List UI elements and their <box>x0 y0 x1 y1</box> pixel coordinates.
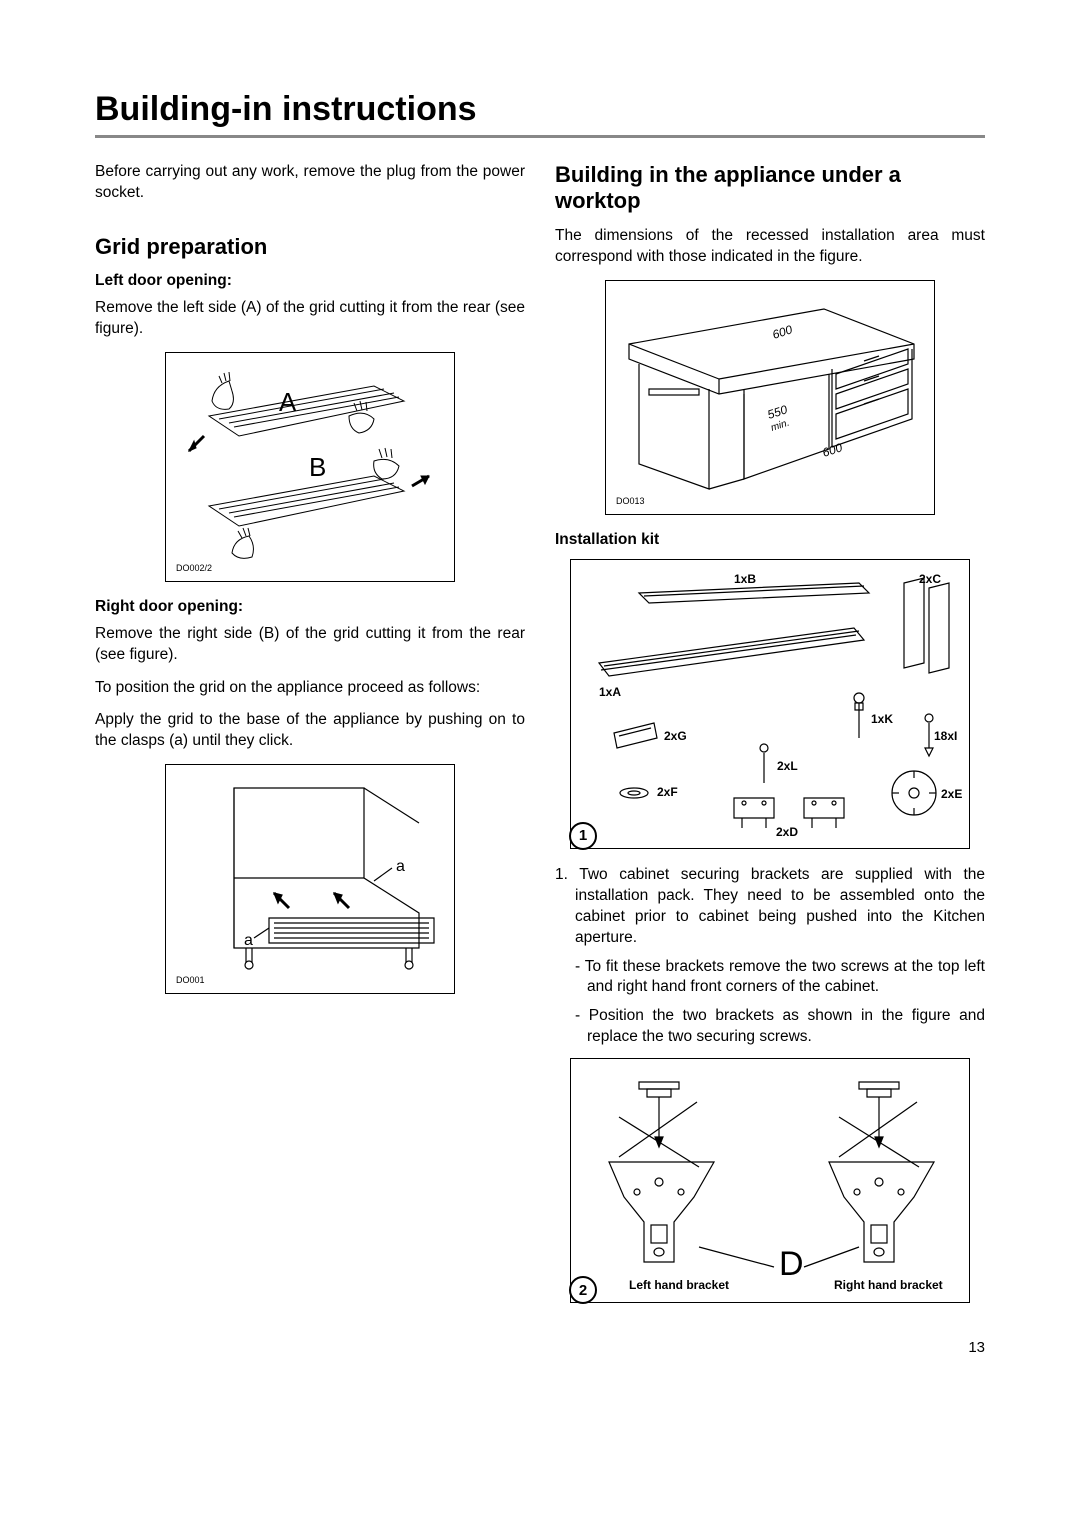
figure-brackets: D Left hand bracket Right hand bracket 2 <box>555 1058 985 1303</box>
worktop-diagram: 600 550 min. 600 <box>614 289 928 508</box>
figure-appliance-base: a a DO001 <box>95 764 525 994</box>
kit-k-label: 1xK <box>871 712 893 726</box>
label-a: A <box>279 387 297 417</box>
left-column: Before carrying out any work, remove the… <box>95 162 525 1319</box>
right-column: Building in the appliance under a workto… <box>555 162 985 1319</box>
figure-code: DO002/2 <box>176 563 212 573</box>
dim-600b: 600 <box>821 440 845 460</box>
label-a2: a <box>244 932 253 949</box>
page-number: 13 <box>95 1339 985 1356</box>
right-door-text2: To position the grid on the appliance pr… <box>95 678 525 699</box>
kit-diagram: 1xB 2xC 1xA 2xG 1xK 18xI 2xF 2xL 2xD 2xE <box>579 568 963 842</box>
kit-d-label: 2xD <box>776 825 798 839</box>
label-d: D <box>779 1245 804 1283</box>
left-door-text: Remove the left side (A) of the grid cut… <box>95 298 525 340</box>
kit-i-label: 18xI <box>934 729 957 743</box>
label-b: B <box>309 452 326 482</box>
kit-l-label: 2xL <box>777 759 798 773</box>
building-in-heading: Building in the appliance under a workto… <box>555 162 985 214</box>
two-column-layout: Before carrying out any work, remove the… <box>95 162 985 1319</box>
label-a1: a <box>396 858 405 875</box>
appliance-base-diagram: a a <box>174 773 448 987</box>
left-bracket-label: Left hand bracket <box>629 1278 729 1292</box>
step-number-2: 2 <box>569 1276 597 1304</box>
right-bracket-label: Right hand bracket <box>834 1278 943 1292</box>
step-number-1: 1 <box>569 822 597 850</box>
figure-code: DO001 <box>176 975 205 985</box>
right-door-text3: Apply the grid to the base of the applia… <box>95 710 525 752</box>
figure-installation-kit: 1xB 2xC 1xA 2xG 1xK 18xI 2xF 2xL 2xD 2xE… <box>555 559 985 849</box>
right-door-text1: Remove the right side (B) of the grid cu… <box>95 624 525 666</box>
installation-kit-heading: Installation kit <box>555 531 985 549</box>
figure-code: DO013 <box>616 496 645 506</box>
step1-text: 1. Two cabinet securing brackets are sup… <box>555 865 985 949</box>
figure-worktop-dimensions: 600 550 min. 600 DO013 <box>555 280 985 515</box>
building-in-intro: The dimensions of the recessed installat… <box>555 226 985 268</box>
kit-b-label: 1xB <box>734 572 756 586</box>
kit-a-label: 1xA <box>599 685 621 699</box>
intro-paragraph: Before carrying out any work, remove the… <box>95 162 525 204</box>
grid-ab-diagram: A B <box>174 361 448 575</box>
dim-600a: 600 <box>771 322 795 342</box>
brackets-diagram: D Left hand bracket Right hand bracket <box>579 1067 963 1296</box>
left-door-heading: Left door opening: <box>95 272 525 290</box>
kit-g-label: 2xG <box>664 729 687 743</box>
step1-sub2: - Position the two brackets as shown in … <box>555 1006 985 1048</box>
kit-f-label: 2xF <box>657 785 678 799</box>
right-door-heading: Right door opening: <box>95 598 525 616</box>
grid-preparation-heading: Grid preparation <box>95 234 525 260</box>
page-title: Building-in instructions <box>95 90 985 138</box>
figure-grid-ab: A B DO002/2 <box>95 352 525 582</box>
step1-sub1: - To fit these brackets remove the two s… <box>555 957 985 999</box>
kit-c-label: 2xC <box>919 572 941 586</box>
kit-e-label: 2xE <box>941 787 962 801</box>
